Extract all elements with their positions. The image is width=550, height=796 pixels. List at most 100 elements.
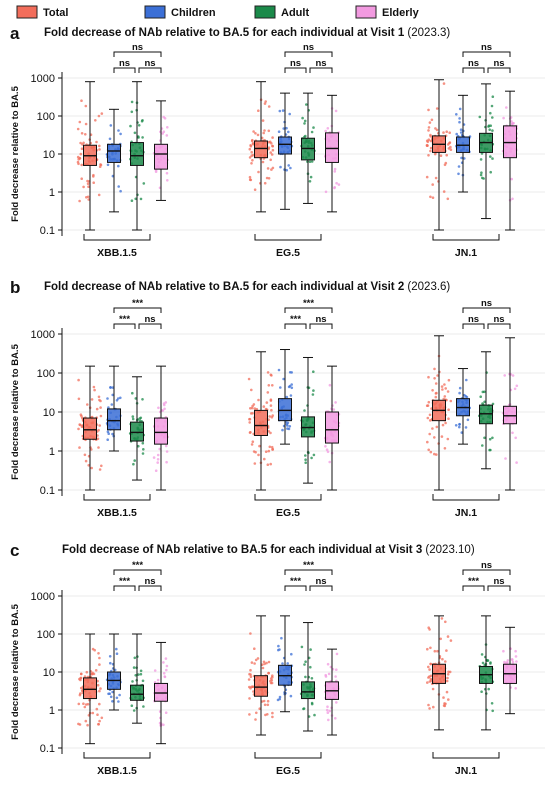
data-point: [285, 126, 288, 130]
sig-label: ***: [132, 298, 143, 309]
y-tick-label: 1: [49, 705, 55, 717]
data-point: [139, 197, 143, 201]
data-point: [302, 707, 305, 711]
sig-bracket: [462, 67, 485, 73]
data-point: [249, 686, 252, 690]
panel-title-main: Fold decrease of NAb relative to BA.5 fo…: [62, 544, 425, 556]
data-point: [304, 134, 307, 138]
data-point: [307, 656, 311, 660]
data-point: [76, 160, 80, 164]
legend-swatch-total: [16, 5, 38, 19]
data-point: [286, 424, 289, 427]
data-point: [271, 715, 274, 719]
data-point: [84, 459, 88, 463]
y-tick-label: 100: [37, 629, 55, 641]
data-point: [510, 120, 513, 123]
data-point: [289, 394, 293, 397]
data-point: [441, 423, 445, 427]
data-point: [115, 647, 118, 651]
data-point: [77, 378, 80, 382]
data-point: [434, 395, 438, 399]
data-point: [109, 695, 113, 699]
y-tick-label: 10: [43, 407, 55, 419]
data-point: [157, 406, 160, 410]
sig-bracket: [487, 67, 511, 73]
data-point: [271, 166, 275, 170]
data-point: [428, 121, 432, 124]
data-point: [82, 185, 85, 189]
legend-label-children: Children: [171, 7, 216, 19]
data-point: [130, 704, 134, 707]
data-point: [77, 158, 80, 161]
data-point: [312, 453, 316, 457]
data-point: [84, 104, 88, 108]
box-adult: [130, 684, 144, 701]
data-point: [289, 694, 293, 698]
data-point: [514, 655, 518, 658]
data-point: [442, 82, 446, 85]
data-point: [445, 153, 449, 157]
data-point: [513, 387, 517, 391]
data-point: [106, 438, 109, 442]
data-point: [267, 430, 271, 433]
data-point: [98, 468, 102, 471]
data-point: [277, 368, 281, 372]
data-point: [313, 713, 316, 717]
data-point: [251, 685, 255, 689]
data-point: [134, 674, 137, 677]
data-point: [436, 649, 439, 653]
y-tick-label: 0.1: [40, 225, 55, 237]
data-point: [425, 404, 429, 408]
data-point: [442, 131, 445, 134]
data-point: [164, 657, 168, 660]
data-point: [100, 716, 104, 720]
data-point: [78, 423, 81, 426]
sig-bracket: [138, 585, 162, 591]
data-point: [266, 713, 269, 716]
panel-title-date: (2023.6): [407, 281, 450, 293]
data-point: [445, 679, 449, 683]
data-point: [487, 687, 491, 691]
data-point: [282, 377, 285, 381]
data-point: [156, 678, 160, 682]
box-total: [254, 409, 268, 436]
data-point: [78, 446, 81, 449]
data-point: [86, 702, 90, 706]
data-point: [504, 457, 507, 460]
sig-bracket: [462, 569, 511, 575]
data-point: [326, 450, 330, 454]
sig-label: ns: [493, 58, 504, 69]
data-point: [98, 144, 101, 148]
sig-bracket: [284, 569, 333, 575]
data-point: [435, 107, 439, 110]
y-tick-label: 1: [49, 187, 55, 199]
data-point: [442, 704, 446, 707]
data-point: [333, 170, 337, 173]
data-point: [429, 450, 433, 454]
data-point: [270, 681, 274, 685]
data-point: [489, 111, 492, 115]
data-point: [324, 190, 328, 194]
data-point: [442, 696, 445, 699]
data-point: [132, 666, 136, 669]
data-point: [480, 171, 483, 174]
data-point: [502, 116, 505, 120]
sig-label: ***: [290, 314, 301, 325]
data-point: [335, 668, 338, 671]
sig-label: ns: [119, 58, 130, 69]
data-point: [310, 701, 314, 705]
data-point: [426, 440, 429, 444]
data-point: [80, 672, 83, 676]
data-point: [447, 408, 450, 412]
data-point: [458, 391, 461, 395]
y-tick-label: 1: [49, 446, 55, 458]
data-point: [138, 417, 141, 420]
data-point: [278, 648, 281, 651]
category-bracket: [432, 234, 500, 241]
panel-title-date: (2023.10): [425, 544, 474, 556]
data-point: [458, 423, 461, 426]
sig-label: ns: [481, 298, 492, 309]
data-point: [511, 660, 515, 664]
data-point: [247, 678, 251, 681]
data-point: [333, 167, 337, 171]
